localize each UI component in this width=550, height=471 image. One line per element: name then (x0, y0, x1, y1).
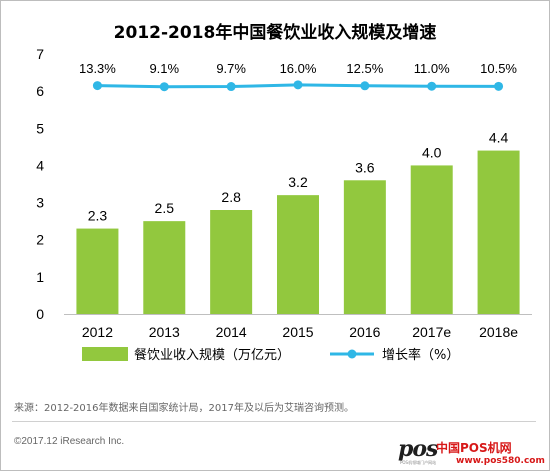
logo-url: www.pos580.com (456, 456, 545, 466)
bar (76, 228, 119, 314)
bar (477, 150, 520, 314)
y-tick-label: 4 (36, 157, 44, 173)
legend-bar-label: 餐饮业收入规模（万亿元） (134, 347, 290, 363)
growth-point (494, 81, 504, 91)
bar (277, 195, 319, 314)
growth-point (293, 80, 303, 90)
growth-value-label: 10.5% (480, 61, 517, 76)
growth-point (360, 81, 370, 91)
chart-title: 2012-2018年中国餐饮业收入规模及增速 (114, 22, 437, 43)
x-axis: 2012 2013 2014 2015 2016 2017e 2018e (64, 314, 532, 340)
bar (343, 180, 386, 314)
logo-mark-icon: pos (398, 436, 438, 462)
growth-point (226, 82, 236, 92)
y-tick-label: 7 (36, 46, 44, 62)
y-tick-label: 5 (36, 120, 44, 136)
bar-value-label: 4.4 (489, 130, 509, 146)
bar-value-label: 4.0 (422, 144, 442, 160)
bar-value-label: 2.8 (221, 189, 241, 205)
bar-value-label: 2.3 (88, 208, 108, 224)
y-tick-label: 6 (36, 83, 44, 99)
growth-value-label: 11.0% (414, 61, 450, 76)
bar-value-label: 2.5 (155, 200, 175, 216)
legend-line-label: 增长率（%） (382, 347, 459, 363)
growth-point (427, 81, 437, 91)
y-tick-label: 0 (36, 306, 44, 322)
growth-value-label: 12.5% (346, 61, 383, 76)
growth-value-label: 16.0% (280, 61, 317, 76)
growth-line-series: 13.3% 9.1% 9.7% 16.0% 12.5% 11.0% 10.5% (79, 61, 517, 92)
bar (210, 210, 253, 314)
growth-value-label: 9.7% (216, 61, 246, 76)
x-tick-label: 2014 (216, 324, 247, 340)
growth-point (159, 82, 169, 92)
bar (143, 221, 186, 314)
bar-value-label: 3.6 (355, 159, 375, 175)
copyright: ©2017.12 iResearch Inc. (14, 436, 125, 447)
source-note: 来源：2012-2016年数据来自国家统计局，2017年及以后为艾瑞咨询预测。 (14, 403, 354, 414)
legend-line-marker (347, 349, 357, 359)
logo-site-name: 中国POS机网 (436, 441, 512, 455)
x-tick-label: 2017e (412, 324, 451, 340)
legend: 餐饮业收入规模（万亿元） 增长率（%） (82, 347, 459, 363)
y-tick-label: 3 (36, 195, 44, 211)
bar-value-label: 3.2 (288, 174, 308, 190)
x-tick-label: 2013 (149, 324, 180, 340)
x-tick-label: 2015 (282, 324, 313, 340)
y-axis: 0 1 2 3 4 5 6 7 (36, 46, 44, 322)
y-tick-label: 2 (36, 232, 44, 248)
growth-value-label: 13.3% (79, 61, 116, 76)
x-tick-label: 2016 (349, 324, 380, 340)
logo-tagline: POS机领域门户网站 (400, 460, 437, 465)
site-logo: pos 中国POS机网 www.pos580.com POS机领域门户网站 (398, 436, 545, 466)
x-tick-label: 2018e (479, 324, 518, 340)
x-tick-label: 2012 (82, 324, 113, 340)
y-tick-label: 1 (36, 269, 44, 285)
bar-series: 2.3 2.5 2.8 3.2 3.6 4.0 4.4 (76, 130, 520, 314)
growth-value-label: 9.1% (149, 61, 179, 76)
growth-point (92, 81, 102, 91)
bar (410, 165, 453, 314)
legend-bar-swatch (82, 347, 128, 361)
footer-divider (12, 421, 536, 422)
